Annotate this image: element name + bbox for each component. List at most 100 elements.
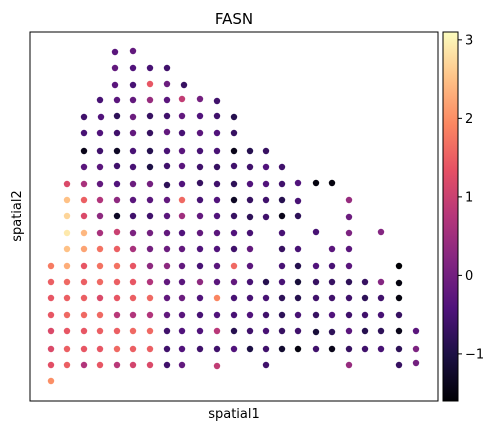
scatter-point (47, 377, 55, 385)
colorbar-tick-label: 1 (465, 190, 473, 205)
scatter-point (178, 95, 186, 103)
scatter-point (129, 163, 137, 171)
scatter-point (80, 311, 88, 319)
scatter-point (178, 311, 186, 319)
scatter-point (96, 361, 104, 369)
scatter-point (146, 361, 154, 369)
scatter-point (63, 294, 71, 302)
scatter-point (129, 278, 137, 286)
scatter-point (96, 229, 104, 237)
scatter-point (113, 112, 121, 120)
scatter-point (213, 311, 221, 319)
scatter-point (230, 162, 238, 170)
scatter-point (63, 245, 71, 253)
scatter-point (111, 81, 119, 89)
scatter-point (246, 278, 254, 286)
scatter-point (312, 345, 320, 353)
scatter-point (213, 163, 221, 171)
scatter-point (278, 278, 286, 286)
scatter-point (129, 229, 137, 237)
scatter-point (63, 361, 71, 369)
scatter-point (395, 311, 403, 319)
scatter-point (111, 64, 119, 72)
scatter-point (113, 245, 121, 253)
scatter-point (262, 180, 270, 188)
scatter-point (129, 345, 137, 353)
scatter-point (395, 345, 403, 353)
scatter-point (96, 262, 104, 270)
scatter-point (278, 196, 286, 204)
scatter-point (230, 113, 238, 121)
scatter-point (80, 327, 88, 335)
scatter-point (278, 245, 286, 253)
scatter-point (196, 212, 204, 220)
scatter-point (146, 245, 154, 253)
scatter-point (412, 327, 420, 335)
scatter-point (178, 245, 186, 253)
y-axis-label: spatial2 (10, 190, 25, 242)
scatter-point (328, 245, 336, 253)
scatter-point (80, 212, 88, 220)
scatter-point (246, 327, 254, 335)
scatter-point (196, 196, 204, 204)
scatter-point (196, 95, 204, 103)
scatter-point (113, 327, 121, 335)
scatter-point (163, 196, 171, 204)
scatter-point (345, 245, 353, 253)
scatter-point (80, 294, 88, 302)
scatter-point (312, 228, 320, 236)
scatter-point (163, 64, 171, 72)
scatter-point (230, 327, 238, 335)
scatter-point (96, 311, 104, 319)
scatter-point (262, 327, 270, 335)
scatter-point (278, 327, 286, 335)
scatter-point (146, 262, 154, 270)
scatter-point (163, 212, 171, 220)
scatter-point (196, 327, 204, 335)
scatter-point (345, 278, 353, 286)
scatter-point (163, 262, 171, 270)
scatter-point (262, 345, 270, 353)
scatter-point (80, 129, 88, 137)
scatter-point (80, 278, 88, 286)
scatter-point (178, 180, 186, 188)
scatter-point (113, 361, 121, 369)
scatter-point (345, 345, 353, 353)
scatter-point (213, 196, 221, 204)
scatter-point (129, 361, 137, 369)
scatter-point (113, 180, 121, 188)
scatter-point (246, 262, 254, 270)
scatter-point (230, 129, 238, 137)
scatter-point (213, 112, 221, 120)
scatter-point (246, 180, 254, 188)
scatter-point (113, 212, 121, 220)
scatter-point (80, 229, 88, 237)
scatter-point (63, 180, 71, 188)
scatter-point (129, 129, 137, 137)
scatter-point (80, 180, 88, 188)
scatter-point (246, 229, 254, 237)
scatter-point (278, 345, 286, 353)
scatter-point (178, 361, 186, 369)
scatter-point (178, 129, 186, 137)
scatter-point (129, 180, 137, 188)
scatter-point (377, 311, 385, 319)
scatter-point (262, 163, 270, 171)
scatter-point (113, 294, 121, 302)
scatter-point (178, 278, 186, 286)
scatter-point (47, 361, 55, 369)
scatter-point (230, 278, 238, 286)
scatter-point (96, 345, 104, 353)
scatter-point (129, 196, 137, 204)
scatter-point (129, 64, 137, 72)
scatter-point (294, 262, 302, 270)
colorbar (442, 31, 459, 402)
scatter-point (345, 361, 353, 369)
scatter-point (163, 294, 171, 302)
scatter-point (361, 311, 369, 319)
scatter-point (377, 228, 385, 236)
scatter-point (178, 229, 186, 237)
scatter-point (146, 147, 154, 155)
scatter-point (395, 279, 403, 287)
scatter-point (294, 197, 302, 205)
